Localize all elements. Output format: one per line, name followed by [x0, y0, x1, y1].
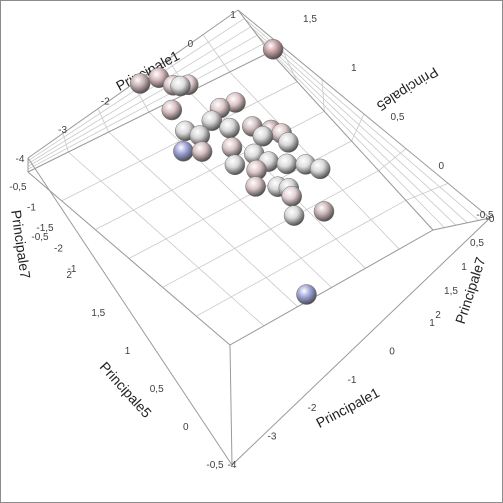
tick-label-bottom: -4	[228, 460, 237, 471]
tick-label-left: 2	[66, 270, 72, 281]
scatter-point	[262, 39, 284, 60]
tick-label-top-right: -0,5	[476, 210, 494, 221]
grid-line	[97, 108, 110, 133]
tick-label-bottom: 0	[389, 346, 395, 357]
grid-line	[250, 26, 468, 224]
tick-label-bottom: -3	[268, 432, 277, 443]
tick-label-top-right: 0,5	[391, 112, 405, 123]
cube-edge	[269, 51, 434, 231]
tick-label-left: -1	[68, 264, 77, 275]
scatter-point	[283, 205, 305, 226]
grid-line	[321, 79, 325, 112]
scatter-point	[296, 284, 317, 305]
scatter-point	[170, 75, 191, 97]
scatter-point	[173, 140, 194, 162]
cube-edge	[229, 229, 434, 346]
scatter-point	[245, 176, 266, 197]
scatter-point	[276, 153, 298, 175]
axis-title-top-right: Principale5	[374, 64, 441, 114]
tick-label-top-right: 1	[351, 63, 357, 74]
grid-line	[27, 34, 258, 167]
grid-line	[378, 148, 407, 171]
tick-label-top-left: 0	[188, 39, 194, 50]
grid-line	[351, 113, 365, 142]
tick-label-left: 0,5	[150, 384, 164, 395]
grid-line	[244, 18, 479, 221]
scatter-point	[161, 99, 183, 121]
tick-label-bottom: -1	[348, 375, 357, 386]
tick-label-left: 1,5	[91, 308, 105, 319]
cube-edge	[229, 344, 233, 466]
tick-label-right: -0	[486, 214, 495, 225]
tick-label-right: 2	[435, 310, 441, 321]
scatter-point	[281, 186, 302, 207]
grid-line	[62, 133, 69, 153]
tick-label-left: -2	[54, 244, 63, 255]
scatter-point	[191, 141, 213, 162]
grid-line	[196, 199, 407, 317]
tick-label-top-left: -2	[101, 96, 110, 107]
cube-edge	[27, 157, 233, 466]
tick-label-right: 1,5	[444, 286, 458, 297]
scatter-point	[309, 158, 331, 180]
tick-label-left: 0	[183, 422, 189, 433]
tick-label-top-left: -4	[16, 154, 25, 165]
scatter-point	[278, 132, 299, 153]
scatter-point	[252, 125, 274, 147]
grid-line	[263, 43, 445, 228]
grid-line	[202, 34, 230, 73]
tick-label-left: -1,5	[36, 223, 54, 234]
cube-edge	[432, 217, 491, 231]
points-layer	[129, 39, 335, 305]
tick-label-left: -0,5	[31, 232, 49, 243]
scatter-point	[219, 117, 240, 139]
axis-title-left: Principale7	[8, 209, 34, 280]
axis-title-bottom-left: Principale5	[97, 359, 155, 421]
tick-label-top-right: 1,5	[303, 14, 317, 25]
scatter-point	[221, 137, 243, 158]
tick-label-top-left: -3	[58, 125, 67, 136]
cube-edge	[231, 217, 491, 466]
cube-edge	[27, 51, 271, 173]
grid-line	[405, 182, 449, 201]
grid-line	[256, 34, 457, 226]
tick-label-layer: -4-3-2-101 1,510,50-0,5-0,5-1-1,5-2-1-0,5…	[9, 10, 494, 471]
scatter-point	[313, 201, 335, 222]
tick-label-left: -0,5	[9, 182, 27, 193]
grid-line	[27, 43, 264, 170]
grid-line	[27, 26, 252, 164]
grid-layer	[27, 9, 491, 466]
tick-label-left: 1	[125, 346, 131, 357]
tick-label-left: -1	[27, 203, 36, 214]
scatter-point	[201, 110, 223, 131]
tick-label-top-left: -1	[143, 68, 152, 79]
tick-label-left: -0,5	[206, 460, 224, 471]
tick-label-right: 0,5	[470, 238, 484, 249]
scatter-point	[224, 154, 246, 176]
tick-label-bottom: -2	[308, 403, 317, 414]
tick-label-top-left: 1	[230, 10, 236, 21]
tick-label-top-right: 0	[439, 161, 445, 172]
tick-label-bottom: 1	[429, 318, 435, 329]
cube-edge	[27, 171, 231, 346]
scatter-point	[129, 73, 151, 94]
axis-title-bottom: Principale1	[313, 384, 382, 431]
tick-label-right: 1	[461, 262, 467, 273]
